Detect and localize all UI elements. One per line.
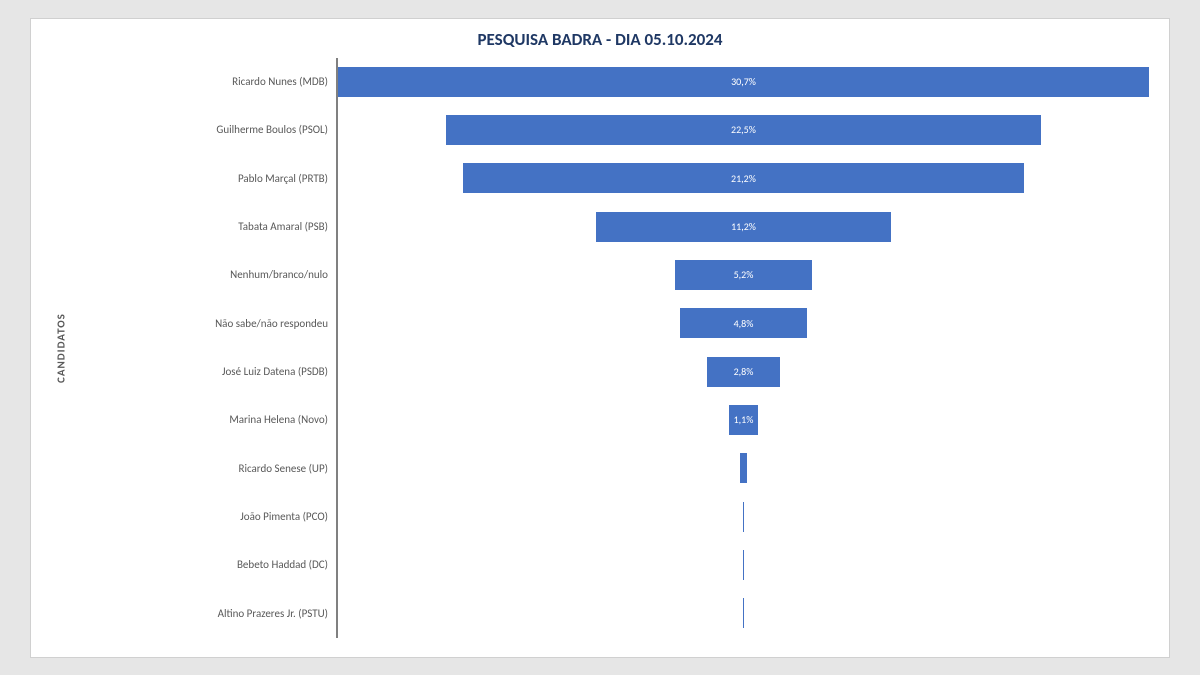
y-axis-label: CANDIDATOS xyxy=(51,58,71,638)
bar-row xyxy=(338,542,1149,588)
chart-title: PESQUISA BADRA - DIA 05.10.2024 xyxy=(51,29,1149,50)
category-label: João Pimenta (PCO) xyxy=(71,494,328,540)
bar-value-label: 21,2% xyxy=(731,172,756,185)
bar xyxy=(743,502,745,532)
category-label: Pablo Marçal (PRTB) xyxy=(71,155,328,201)
bar-row: 2,8% xyxy=(338,349,1149,395)
bar-value-label: 2,8% xyxy=(734,365,754,378)
bar-row: 22,5% xyxy=(338,107,1149,153)
bar: 22,5% xyxy=(446,115,1040,145)
category-label: Ricardo Senese (UP) xyxy=(71,445,328,491)
bar-row xyxy=(338,494,1149,540)
bar xyxy=(740,453,748,483)
bar-row: 11,2% xyxy=(338,204,1149,250)
bar-row: 1,1% xyxy=(338,397,1149,443)
bar-value-label: 11,2% xyxy=(731,220,756,233)
chart-body: CANDIDATOS Ricardo Nunes (MDB)Guilherme … xyxy=(51,58,1149,638)
bar: 4,8% xyxy=(680,308,807,338)
bar-value-label: 1,1% xyxy=(734,413,754,426)
category-label: José Luiz Datena (PSDB) xyxy=(71,349,328,395)
bar: 1,1% xyxy=(729,405,758,435)
bar: 2,8% xyxy=(707,357,781,387)
plot-area: 30,7% 22,5% 21,2% 11,2% 5,2% 4,8% 2,8% 1,1% xyxy=(336,58,1149,638)
bar-row: 21,2% xyxy=(338,155,1149,201)
bar-row: 5,2% xyxy=(338,252,1149,298)
bar: 11,2% xyxy=(596,212,892,242)
bar: 21,2% xyxy=(463,163,1023,193)
category-label: Altino Prazeres Jr. (PSTU) xyxy=(71,590,328,636)
bar: 5,2% xyxy=(675,260,812,290)
category-label: Bebeto Haddad (DC) xyxy=(71,542,328,588)
bar-row xyxy=(338,590,1149,636)
bar-value-label: 22,5% xyxy=(731,123,756,136)
bar-value-label: 5,2% xyxy=(734,268,754,281)
category-label: Nenhum/branco/nulo xyxy=(71,252,328,298)
bar-value-label: 4,8% xyxy=(734,317,754,330)
bars-wrapper: 30,7% 22,5% 21,2% 11,2% 5,2% 4,8% 2,8% 1,1% xyxy=(338,58,1149,638)
bar: 30,7% xyxy=(338,67,1149,97)
bar-row: 4,8% xyxy=(338,300,1149,346)
category-label: Não sabe/não respondeu xyxy=(71,300,328,346)
category-labels-column: Ricardo Nunes (MDB)Guilherme Boulos (PSO… xyxy=(71,58,336,638)
category-label: Ricardo Nunes (MDB) xyxy=(71,59,328,105)
bar-row xyxy=(338,445,1149,491)
category-label: Guilherme Boulos (PSOL) xyxy=(71,107,328,153)
bar-value-label: 30,7% xyxy=(731,75,756,88)
bar xyxy=(743,598,745,628)
bar-row: 30,7% xyxy=(338,59,1149,105)
bar xyxy=(743,550,745,580)
chart-container: PESQUISA BADRA - DIA 05.10.2024 CANDIDAT… xyxy=(30,18,1170,658)
category-label: Marina Helena (Novo) xyxy=(71,397,328,443)
category-label: Tabata Amaral (PSB) xyxy=(71,204,328,250)
